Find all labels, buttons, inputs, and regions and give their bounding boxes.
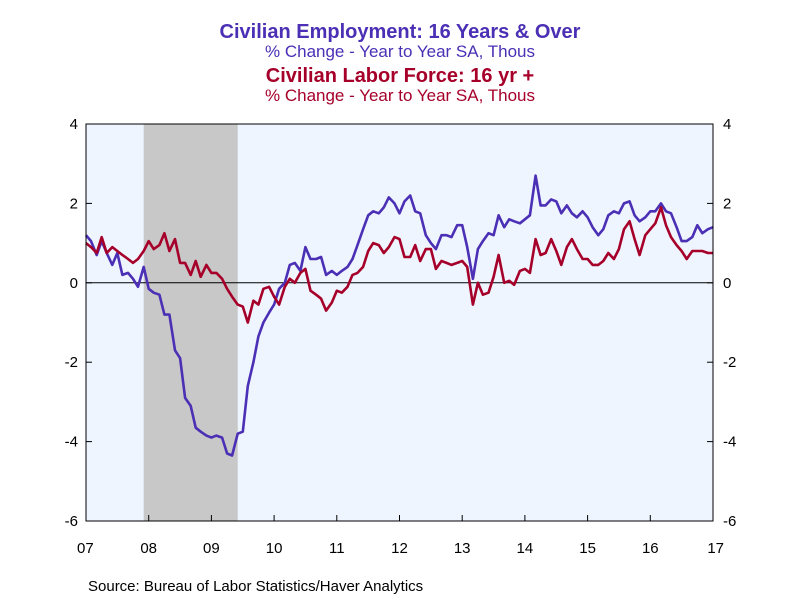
x-tick-label: 07 — [77, 540, 94, 557]
y-tick-label-left: 4 — [70, 116, 78, 133]
x-tick-label: 17 — [707, 540, 724, 557]
x-tick-label: 15 — [579, 540, 596, 557]
y-tick-label-right: 2 — [723, 195, 731, 212]
x-tick-label: 09 — [203, 540, 220, 557]
x-tick-label: 16 — [642, 540, 659, 557]
y-tick-label-right: 4 — [723, 116, 731, 133]
y-tick-label-left: 2 — [70, 195, 78, 212]
series1-title: Civilian Employment: 16 Years & Over — [219, 21, 581, 43]
y-tick-label-left: 0 — [70, 275, 78, 292]
series2-subtitle: % Change - Year to Year SA, Thous — [265, 86, 535, 105]
y-tick-label-right: 0 — [723, 275, 731, 292]
y-tick-label-right: -6 — [723, 513, 736, 530]
y-tick-label-right: -4 — [723, 434, 736, 451]
series-line-1 — [85, 174, 714, 457]
series-line-2 — [85, 206, 713, 324]
x-tick-label: 08 — [140, 540, 157, 557]
y-tick-label-left: -2 — [65, 354, 78, 371]
source-note: Source: Bureau of Labor Statistics/Haver… — [88, 578, 424, 595]
recession-band — [143, 124, 238, 521]
x-tick-label: 14 — [517, 540, 534, 557]
series1-subtitle: % Change - Year to Year SA, Thous — [265, 42, 535, 61]
x-tick-label: 12 — [391, 540, 408, 557]
x-tick-label: 11 — [329, 540, 345, 557]
series2-title: Civilian Labor Force: 16 yr + — [265, 65, 535, 87]
y-tick-label-right: -2 — [723, 354, 736, 371]
y-tick-label-left: -6 — [65, 513, 78, 530]
x-tick-label: 13 — [454, 540, 471, 557]
x-tick-label: 10 — [266, 540, 283, 557]
y-tick-label-left: -4 — [65, 434, 78, 451]
